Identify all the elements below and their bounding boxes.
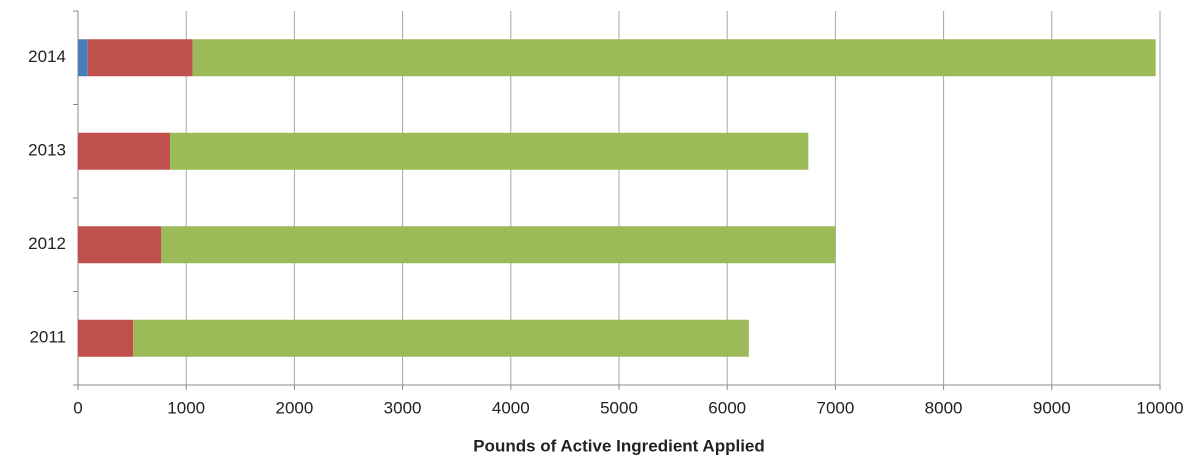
bar-segment: [161, 226, 836, 264]
x-tick-label: 0: [73, 398, 82, 417]
bar-segment: [78, 319, 134, 357]
x-tick-label: 9000: [1033, 398, 1071, 417]
x-tick-label: 3000: [384, 398, 422, 417]
x-tick-label: 8000: [925, 398, 963, 417]
y-tick-label: 2014: [28, 47, 66, 66]
y-tick-label: 2011: [29, 328, 66, 347]
bar-segment: [78, 226, 162, 264]
x-axis-label: Pounds of Active Ingredient Applied: [473, 436, 765, 455]
bar-segment: [169, 132, 809, 170]
x-tick-label: 1000: [167, 398, 205, 417]
x-tick-label: 4000: [492, 398, 530, 417]
x-tick-label: 6000: [708, 398, 746, 417]
bar-segment: [192, 39, 1156, 77]
x-tick-label: 10000: [1136, 398, 1183, 417]
bar-segment: [78, 132, 170, 170]
y-tick-label: 2013: [28, 141, 66, 160]
x-tick-label: 5000: [600, 398, 638, 417]
bar-segment: [87, 39, 193, 77]
y-tick-label: 2012: [28, 234, 66, 253]
bar-segment: [133, 319, 749, 357]
bar-segment: [78, 39, 88, 77]
x-tick-label: 2000: [275, 398, 313, 417]
x-tick-label: 7000: [816, 398, 854, 417]
